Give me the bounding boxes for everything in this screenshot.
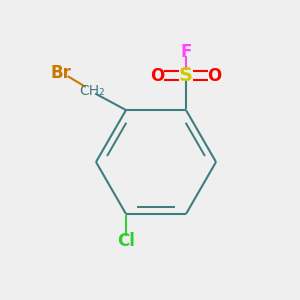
Text: S: S [179,66,193,85]
Text: O: O [150,67,165,85]
Text: F: F [180,43,192,61]
Text: Cl: Cl [117,232,135,250]
Text: O: O [207,67,222,85]
Text: Br: Br [51,64,71,82]
Text: CH₂: CH₂ [80,83,105,98]
